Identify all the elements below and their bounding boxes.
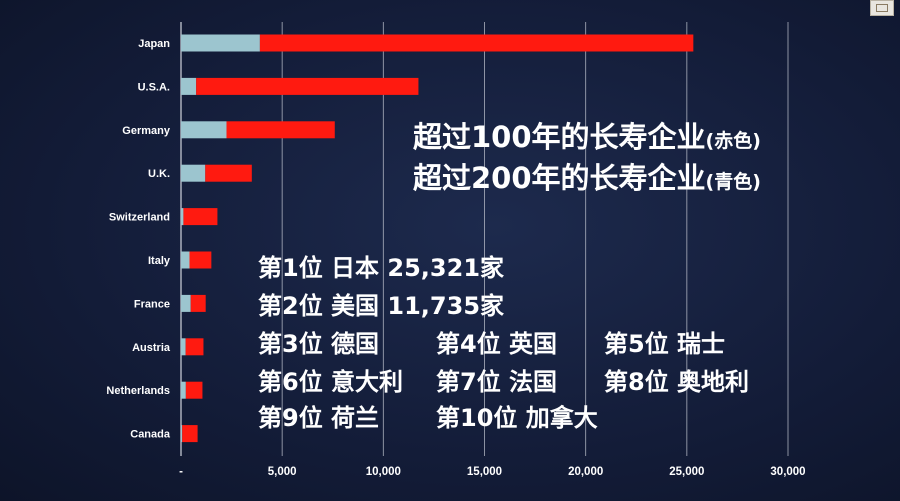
bar-italy-seg2 bbox=[189, 251, 212, 269]
rank-9: 第9位 荷兰 bbox=[258, 404, 380, 432]
bar-u-k--seg2 bbox=[205, 164, 252, 182]
rank-6: 第6位 意大利 bbox=[258, 368, 404, 396]
bar-netherlands-seg2 bbox=[185, 381, 203, 399]
rank-10: 第10位 加拿大 bbox=[436, 404, 598, 432]
bar-netherlands-seg1 bbox=[181, 381, 186, 399]
bars bbox=[181, 34, 694, 443]
rank-1: 第1位 日本 25,321家 bbox=[258, 254, 505, 282]
logo-icon bbox=[870, 0, 894, 16]
bar-canada-seg2 bbox=[182, 425, 198, 443]
category-label: Canada bbox=[130, 429, 171, 441]
category-label: Netherlands bbox=[106, 385, 170, 397]
x-tick-label: 20,000 bbox=[568, 466, 603, 478]
category-label: Italy bbox=[148, 255, 171, 267]
x-tick-label: - bbox=[179, 466, 183, 478]
x-tick-label: 30,000 bbox=[770, 466, 805, 478]
legend-cyan: 超过200年的长寿企业(青色) bbox=[413, 155, 761, 197]
x-tick-labels: - 5,000 10,000 15,000 20,000 25,000 30,000 bbox=[179, 466, 806, 478]
bar-italy-seg1 bbox=[181, 251, 190, 269]
category-label: Japan bbox=[138, 38, 170, 50]
legend-red: 超过100年的长寿企业(赤色) bbox=[413, 114, 761, 156]
category-label: Austria bbox=[132, 342, 171, 354]
bar-u-s-a--seg1 bbox=[181, 77, 197, 95]
category-label: U.K. bbox=[148, 168, 170, 180]
bar-u-s-a--seg2 bbox=[196, 77, 419, 95]
bar-canada-seg1 bbox=[181, 425, 183, 443]
legend-cyan-label: 超过200年的长寿企业 bbox=[413, 161, 706, 195]
bar-austria-seg2 bbox=[185, 338, 204, 356]
bar-germany-seg2 bbox=[226, 121, 335, 139]
x-tick-label: 15,000 bbox=[467, 466, 502, 478]
category-label: Germany bbox=[122, 125, 171, 137]
bar-france-seg1 bbox=[181, 294, 191, 312]
bar-japan-seg2 bbox=[259, 34, 694, 52]
x-tick-label: 5,000 bbox=[268, 466, 297, 478]
bar-austria-seg1 bbox=[181, 338, 186, 356]
bar-germany-seg1 bbox=[181, 121, 227, 139]
rank-4: 第4位 英国 bbox=[436, 330, 558, 358]
rank-3: 第3位 德国 bbox=[258, 330, 380, 358]
bar-france-seg2 bbox=[190, 294, 206, 312]
bar-u-k--seg1 bbox=[181, 164, 206, 182]
x-tick-label: 10,000 bbox=[366, 466, 401, 478]
x-tick-label: 25,000 bbox=[669, 466, 704, 478]
rank-5: 第5位 瑞士 bbox=[604, 330, 726, 358]
rank-8: 第8位 奥地利 bbox=[604, 368, 750, 396]
category-label: Switzerland bbox=[109, 212, 170, 224]
legend-red-label: 超过100年的长寿企业 bbox=[413, 120, 706, 154]
category-labels: Japan U.S.A. Germany U.K. Switzerland Italy Fr… bbox=[106, 38, 170, 441]
legend-red-note: (赤色) bbox=[705, 130, 761, 152]
legend-cyan-note: (青色) bbox=[705, 171, 761, 193]
bar-switzerland-seg2 bbox=[183, 208, 218, 226]
bar-japan-seg1 bbox=[181, 34, 260, 52]
rank-2: 第2位 美国 11,735家 bbox=[258, 292, 505, 320]
category-label: France bbox=[134, 298, 170, 310]
rank-7: 第7位 法国 bbox=[436, 368, 558, 396]
bar-switzerland-seg1 bbox=[181, 208, 184, 226]
category-label: U.S.A. bbox=[138, 81, 170, 93]
